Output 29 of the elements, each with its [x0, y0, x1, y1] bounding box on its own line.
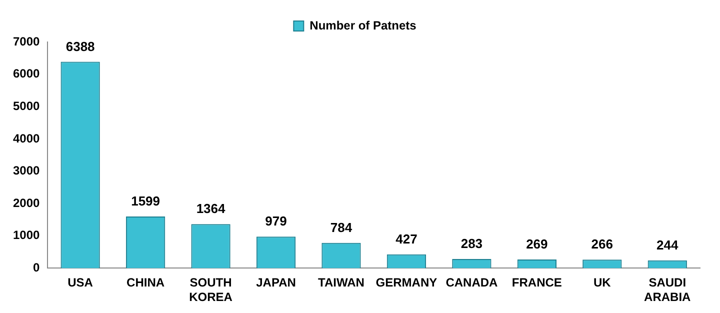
x-tick-label: SOUTH KOREA: [189, 276, 233, 304]
y-tick-label: 1000: [12, 228, 40, 242]
y-tick-label: 7000: [12, 34, 40, 48]
x-tick-label: UK: [593, 276, 612, 290]
x-tick-label: FRANCE: [512, 276, 562, 290]
y-tick-label: 4000: [12, 131, 40, 146]
x-tick-label: GERMANY: [376, 276, 438, 290]
x-tick-label: TAIWAN: [318, 276, 364, 290]
data-label: 784: [330, 220, 353, 235]
x-tick-label: CHINA: [126, 276, 165, 290]
data-label: 6388: [66, 38, 95, 54]
data-label: 266: [591, 236, 614, 252]
data-label: 1599: [131, 194, 160, 209]
y-tick-label: 5000: [12, 98, 40, 113]
legend-label: Number of Patnets: [310, 18, 417, 32]
y-tick-label: 6000: [12, 66, 40, 81]
data-label: 1364: [196, 201, 226, 216]
data-label: 244: [656, 237, 679, 252]
data-label: 283: [460, 236, 483, 252]
data-label: 979: [265, 214, 287, 229]
x-tick-label: CANADA: [446, 276, 498, 290]
y-tick-label: 2000: [12, 196, 40, 210]
x-tick-label: SAUDI ARABIA: [644, 276, 692, 304]
data-label: 269: [526, 236, 548, 252]
x-tick-label: JAPAN: [256, 276, 296, 290]
y-tick-label: 3000: [12, 164, 40, 178]
y-tick-label: 0: [33, 260, 40, 275]
data-label: 427: [396, 231, 418, 246]
x-tick-label: USA: [68, 276, 94, 290]
